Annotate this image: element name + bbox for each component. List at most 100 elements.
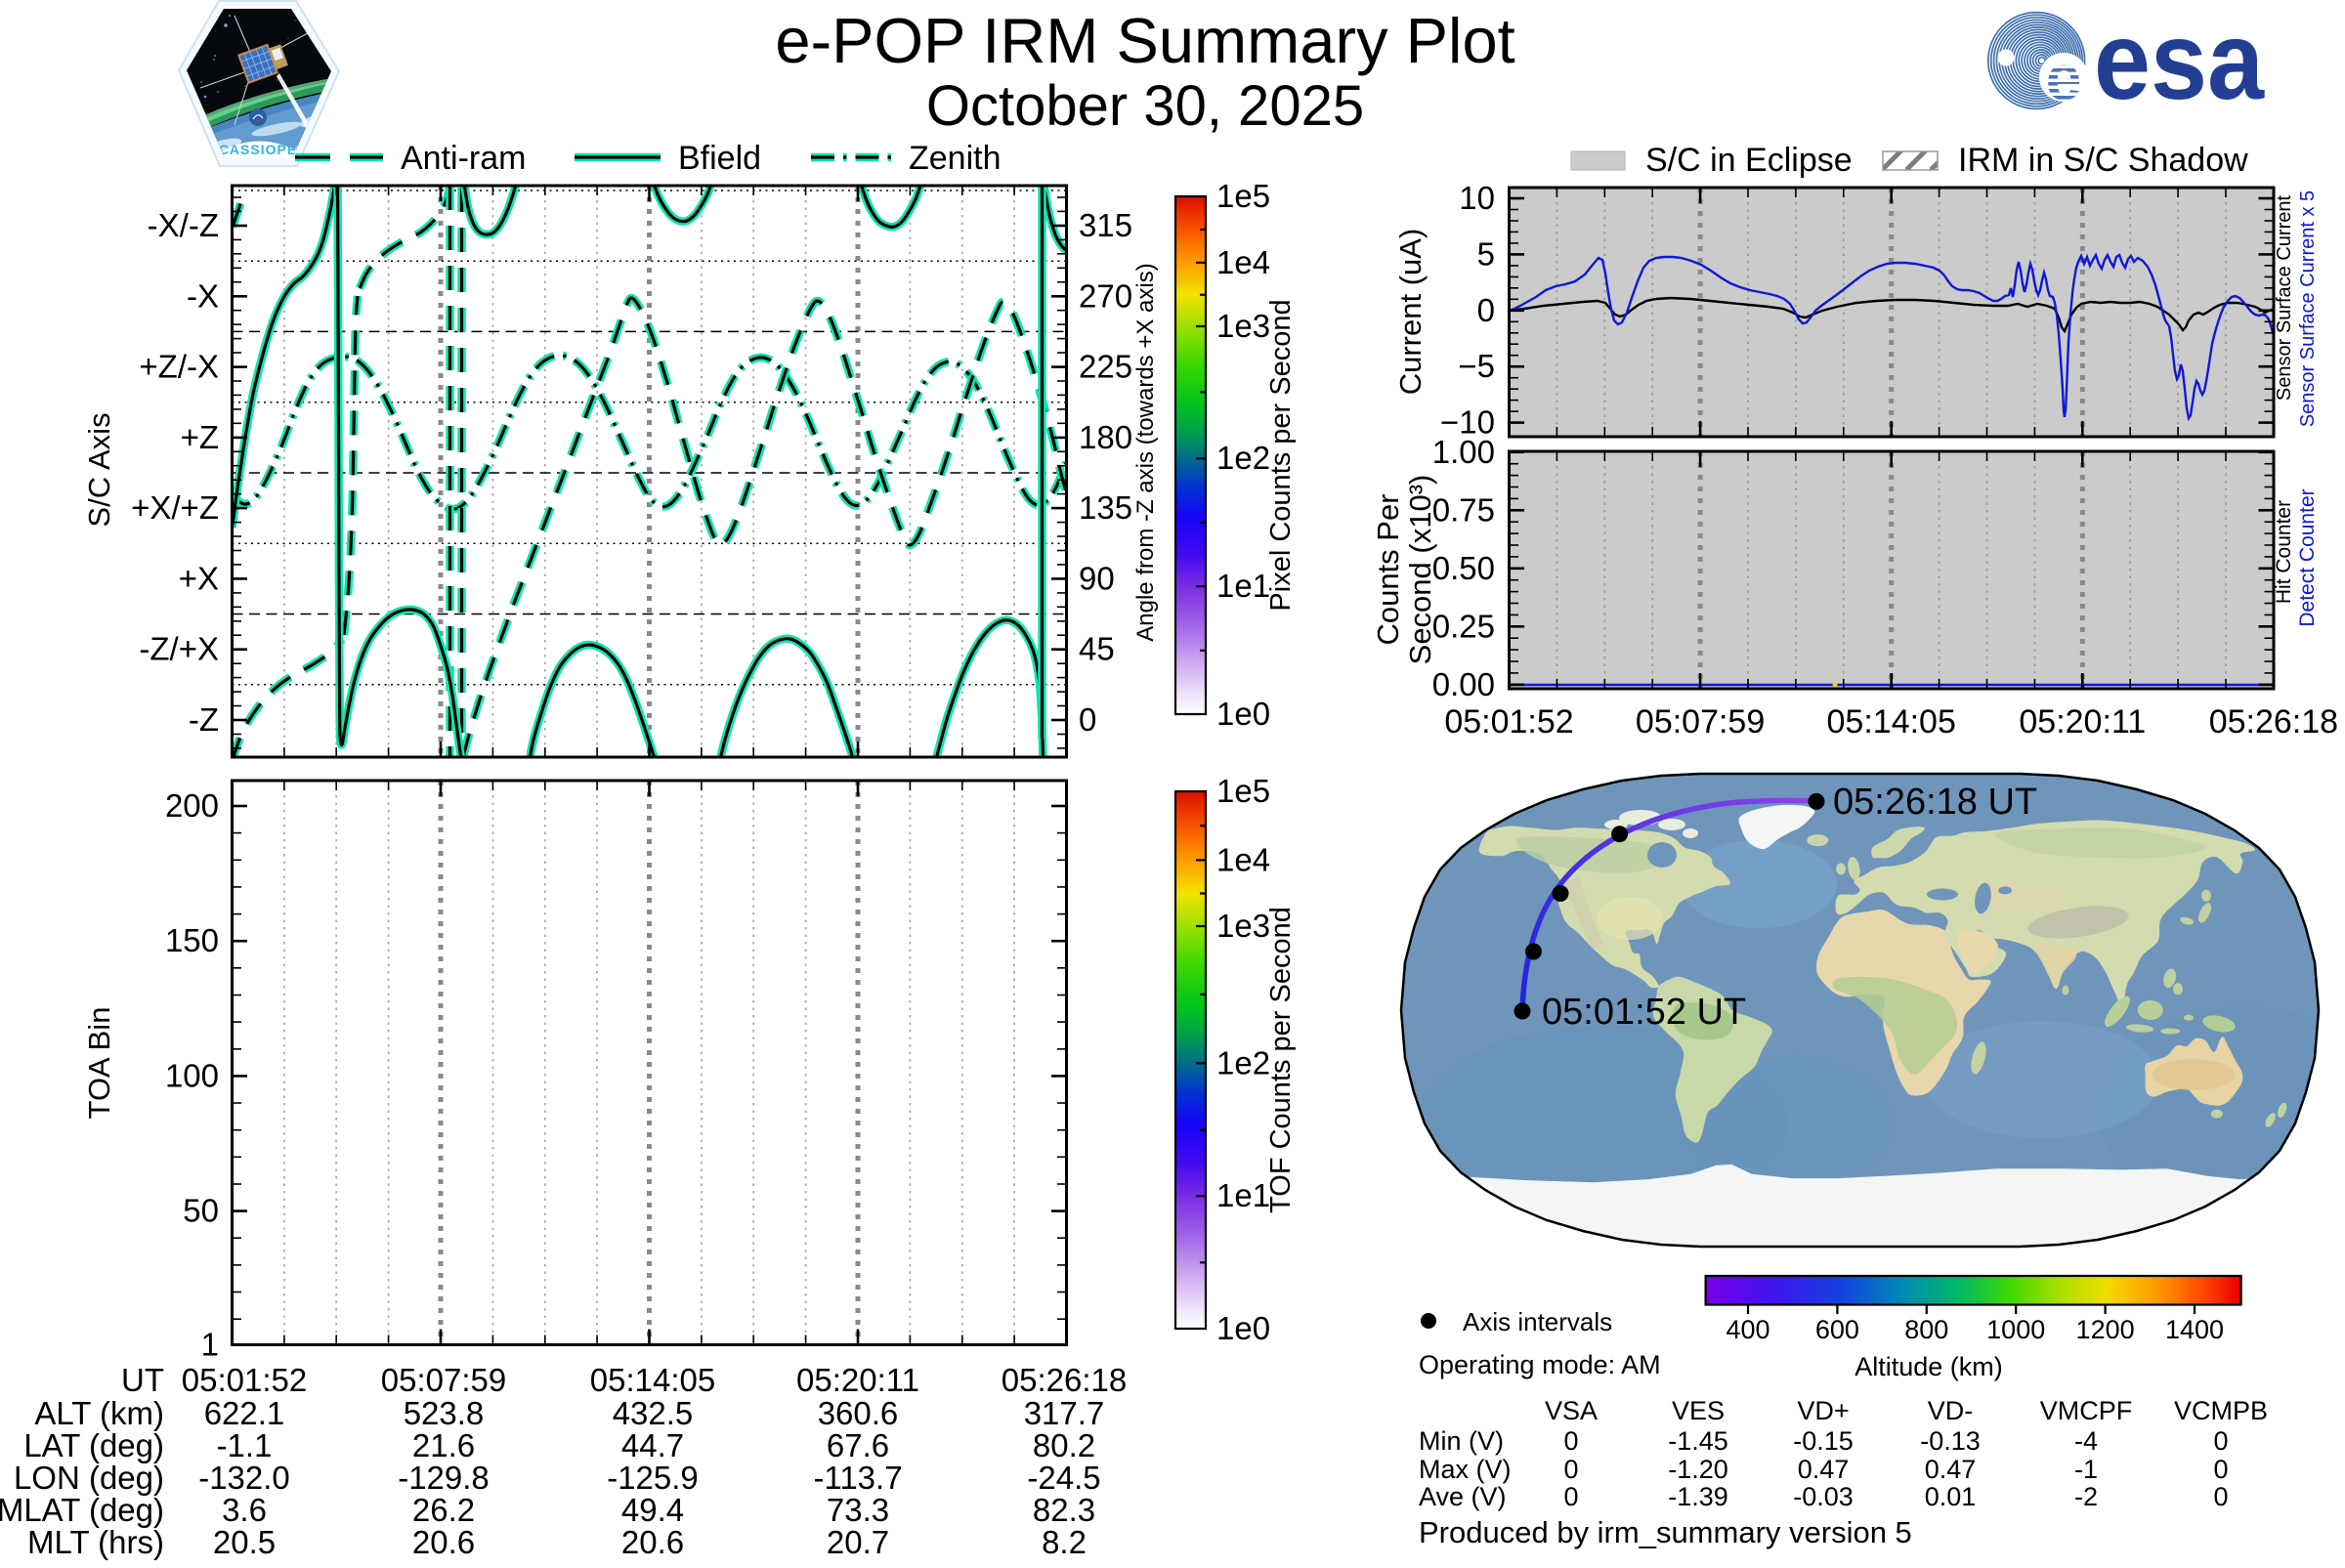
svg-text:+Z: +Z xyxy=(181,419,219,455)
svg-text:-Z: -Z xyxy=(189,701,219,738)
svg-text:-129.8: -129.8 xyxy=(398,1460,490,1496)
svg-text:0.50: 0.50 xyxy=(1432,550,1495,586)
svg-text:270: 270 xyxy=(1079,277,1132,314)
svg-text:MLAT (deg): MLAT (deg) xyxy=(0,1492,164,1528)
svg-text:Sensor Surface Current: Sensor Surface Current xyxy=(2274,195,2295,402)
svg-text:05:20:11: 05:20:11 xyxy=(796,1362,919,1398)
svg-text:IRM in S/C Shadow: IRM in S/C Shadow xyxy=(1958,142,2248,179)
svg-text:October 30, 2025: October 30, 2025 xyxy=(926,74,1364,138)
svg-text:622.1: 622.1 xyxy=(204,1395,285,1431)
svg-text:1e5: 1e5 xyxy=(1216,178,1270,214)
svg-text:−5: −5 xyxy=(1458,348,1495,384)
svg-text:Max (V): Max (V) xyxy=(1419,1455,1512,1484)
svg-text:400: 400 xyxy=(1726,1315,1769,1344)
svg-text:1e0: 1e0 xyxy=(1216,696,1270,732)
svg-text:49.4: 49.4 xyxy=(621,1492,684,1528)
svg-text:-113.7: -113.7 xyxy=(813,1460,902,1496)
svg-text:Anti-ram: Anti-ram xyxy=(401,140,526,177)
svg-text:10: 10 xyxy=(1459,180,1495,216)
svg-text:20.5: 20.5 xyxy=(213,1524,276,1560)
svg-text:44.7: 44.7 xyxy=(621,1427,684,1463)
svg-text:1.00: 1.00 xyxy=(1432,434,1495,470)
svg-text:-1.45: -1.45 xyxy=(1668,1426,1728,1456)
svg-text:Zenith: Zenith xyxy=(909,140,1002,177)
svg-text:05:07:59: 05:07:59 xyxy=(381,1362,506,1398)
svg-text:05:01:52 UT: 05:01:52 UT xyxy=(1542,992,1746,1033)
svg-text:Second (x10³): Second (x10³) xyxy=(1403,475,1437,665)
svg-text:0: 0 xyxy=(1563,1455,1578,1484)
svg-text:VCMPB: VCMPB xyxy=(2174,1396,2268,1425)
svg-text:1400: 1400 xyxy=(2165,1315,2224,1344)
svg-text:LON (deg): LON (deg) xyxy=(14,1460,164,1496)
svg-text:90: 90 xyxy=(1079,560,1115,596)
svg-text:Bfield: Bfield xyxy=(678,140,761,177)
svg-text:1e4: 1e4 xyxy=(1216,841,1270,877)
svg-text:esa: esa xyxy=(2094,0,2265,122)
svg-text:-X/-Z: -X/-Z xyxy=(148,207,219,243)
svg-text:Hit Counter: Hit Counter xyxy=(2273,500,2295,604)
svg-text:VES: VES xyxy=(1672,1396,1725,1425)
svg-text:VMCPF: VMCPF xyxy=(2040,1396,2133,1425)
svg-text:LAT (deg): LAT (deg) xyxy=(23,1427,164,1463)
svg-text:Ave (V): Ave (V) xyxy=(1419,1482,1507,1511)
svg-text:05:07:59: 05:07:59 xyxy=(1636,703,1765,741)
svg-text:0.47: 0.47 xyxy=(1925,1455,1977,1484)
svg-text:+X: +X xyxy=(179,560,219,596)
svg-text:0.25: 0.25 xyxy=(1432,608,1495,644)
svg-text:0.47: 0.47 xyxy=(1798,1455,1850,1484)
svg-text:-1.1: -1.1 xyxy=(217,1427,273,1463)
svg-text:VSA: VSA xyxy=(1545,1396,1598,1425)
svg-text:1e2: 1e2 xyxy=(1216,440,1270,476)
svg-text:600: 600 xyxy=(1815,1315,1859,1344)
svg-text:200: 200 xyxy=(165,787,219,824)
svg-text:-1.39: -1.39 xyxy=(1668,1482,1728,1511)
svg-text:Altitude (km): Altitude (km) xyxy=(1855,1352,2003,1381)
svg-text:Pixel Counts per Second: Pixel Counts per Second xyxy=(1265,299,1297,611)
svg-text:45: 45 xyxy=(1079,631,1115,667)
svg-text:Produced by irm_summary versio: Produced by irm_summary version 5 xyxy=(1419,1515,1912,1549)
svg-text:523.8: 523.8 xyxy=(404,1395,485,1431)
svg-text:VD-: VD- xyxy=(1928,1396,1974,1425)
svg-text:−10: −10 xyxy=(1440,404,1495,441)
svg-text:05:20:11: 05:20:11 xyxy=(2019,703,2146,741)
svg-text:-0.03: -0.03 xyxy=(1793,1482,1854,1511)
svg-text:67.6: 67.6 xyxy=(827,1427,889,1463)
svg-text:-1.20: -1.20 xyxy=(1668,1455,1728,1484)
svg-text:315: 315 xyxy=(1079,207,1132,243)
svg-text:0.00: 0.00 xyxy=(1432,666,1495,702)
svg-text:0.75: 0.75 xyxy=(1432,491,1495,528)
svg-text:225: 225 xyxy=(1079,349,1132,385)
svg-text:05:26:18: 05:26:18 xyxy=(2209,703,2338,741)
svg-text:Operating mode: AM: Operating mode: AM xyxy=(1419,1350,1661,1379)
svg-text:1e1: 1e1 xyxy=(1216,568,1270,604)
svg-text:20.7: 20.7 xyxy=(827,1524,889,1560)
svg-text:ALT (km): ALT (km) xyxy=(34,1395,164,1431)
svg-text:0: 0 xyxy=(1477,292,1495,328)
svg-text:-X: -X xyxy=(187,277,219,314)
svg-text:Counts Per: Counts Per xyxy=(1371,493,1405,645)
svg-text:73.3: 73.3 xyxy=(827,1492,889,1528)
svg-text:Min (V): Min (V) xyxy=(1419,1426,1504,1456)
svg-text:-125.9: -125.9 xyxy=(607,1460,699,1496)
svg-text:05:01:52: 05:01:52 xyxy=(1444,703,1573,741)
svg-text:0: 0 xyxy=(1563,1426,1578,1456)
svg-text:50: 50 xyxy=(183,1193,219,1229)
svg-text:360.6: 360.6 xyxy=(818,1395,899,1431)
svg-text:21.6: 21.6 xyxy=(412,1427,475,1463)
svg-text:TOA Bin: TOA Bin xyxy=(82,1007,116,1120)
svg-text:150: 150 xyxy=(165,922,219,958)
svg-text:1e4: 1e4 xyxy=(1216,244,1270,280)
svg-text:0: 0 xyxy=(1563,1482,1578,1511)
svg-text:1000: 1000 xyxy=(1986,1315,2045,1344)
svg-text:Axis intervals: Axis intervals xyxy=(1463,1307,1612,1336)
svg-text:-Z/+X: -Z/+X xyxy=(139,631,219,667)
svg-text:82.3: 82.3 xyxy=(1033,1492,1095,1528)
svg-text:-4: -4 xyxy=(2074,1426,2098,1456)
svg-text:+Z/-X: +Z/-X xyxy=(139,349,219,385)
svg-text:05:01:52: 05:01:52 xyxy=(182,1362,307,1398)
svg-text:+X/+Z: +X/+Z xyxy=(131,489,219,526)
svg-text:80.2: 80.2 xyxy=(1033,1427,1095,1463)
svg-text:Sensor Surface Current x 5: Sensor Surface Current x 5 xyxy=(2297,191,2319,427)
svg-text:800: 800 xyxy=(1904,1315,1948,1344)
svg-text:-24.5: -24.5 xyxy=(1027,1460,1100,1496)
